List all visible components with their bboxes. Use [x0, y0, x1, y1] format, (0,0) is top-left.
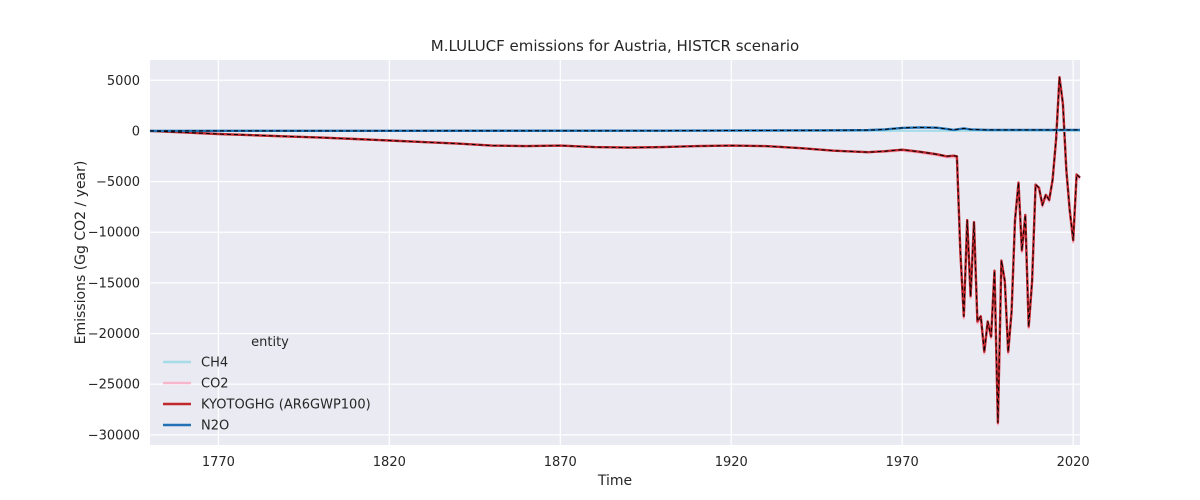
y-tick-label: −25000 [88, 378, 140, 393]
y-tick-label: 0 [132, 124, 140, 139]
series-layer [149, 75, 1081, 426]
x-tick-label: 1920 [715, 455, 748, 470]
y-tick-label: −20000 [88, 327, 140, 342]
legend-label-ch4: CH4 [201, 356, 228, 371]
legend-label-kyotoghg-ar6gwp100: KYOTOGHG (AR6GWP100) [201, 398, 371, 413]
y-axis-title: Emissions (Gg CO2 / year) [73, 161, 89, 345]
x-ticks: 1770 1820 1870 1920 1970 2020 [202, 455, 1090, 470]
legend-label-co2: CO2 [201, 377, 229, 392]
legend: entity CH4 CO2 KYOTOGHG (AR6GWP100) N2O [163, 335, 371, 434]
y-tick-label: −5000 [96, 175, 140, 190]
series-overlay-dashed [149, 126, 1080, 132]
x-axis-title: Time [597, 473, 632, 489]
y-tick-label: −30000 [88, 428, 140, 443]
x-tick-label: 1970 [886, 455, 919, 470]
x-tick-label: 1770 [202, 455, 235, 470]
y-ticks: 5000 0 −5000 −10000 −15000 −20000 −25000 −30000 [88, 74, 140, 444]
legend-label-n2o: N2O [201, 419, 229, 434]
plot-area [150, 60, 1080, 445]
x-tick-label: 1870 [544, 455, 577, 470]
y-tick-label: −15000 [88, 276, 140, 291]
chart-title: M.LULUCF emissions for Austria, HISTCR s… [431, 37, 799, 55]
series-overlay-dashed [149, 77, 1081, 423]
grid [150, 60, 1080, 445]
y-tick-label: −10000 [88, 226, 140, 241]
legend-title: entity [251, 335, 289, 350]
y-tick-label: 5000 [107, 74, 140, 89]
x-tick-label: 2020 [1057, 455, 1090, 470]
x-tick-label: 1820 [373, 455, 406, 470]
